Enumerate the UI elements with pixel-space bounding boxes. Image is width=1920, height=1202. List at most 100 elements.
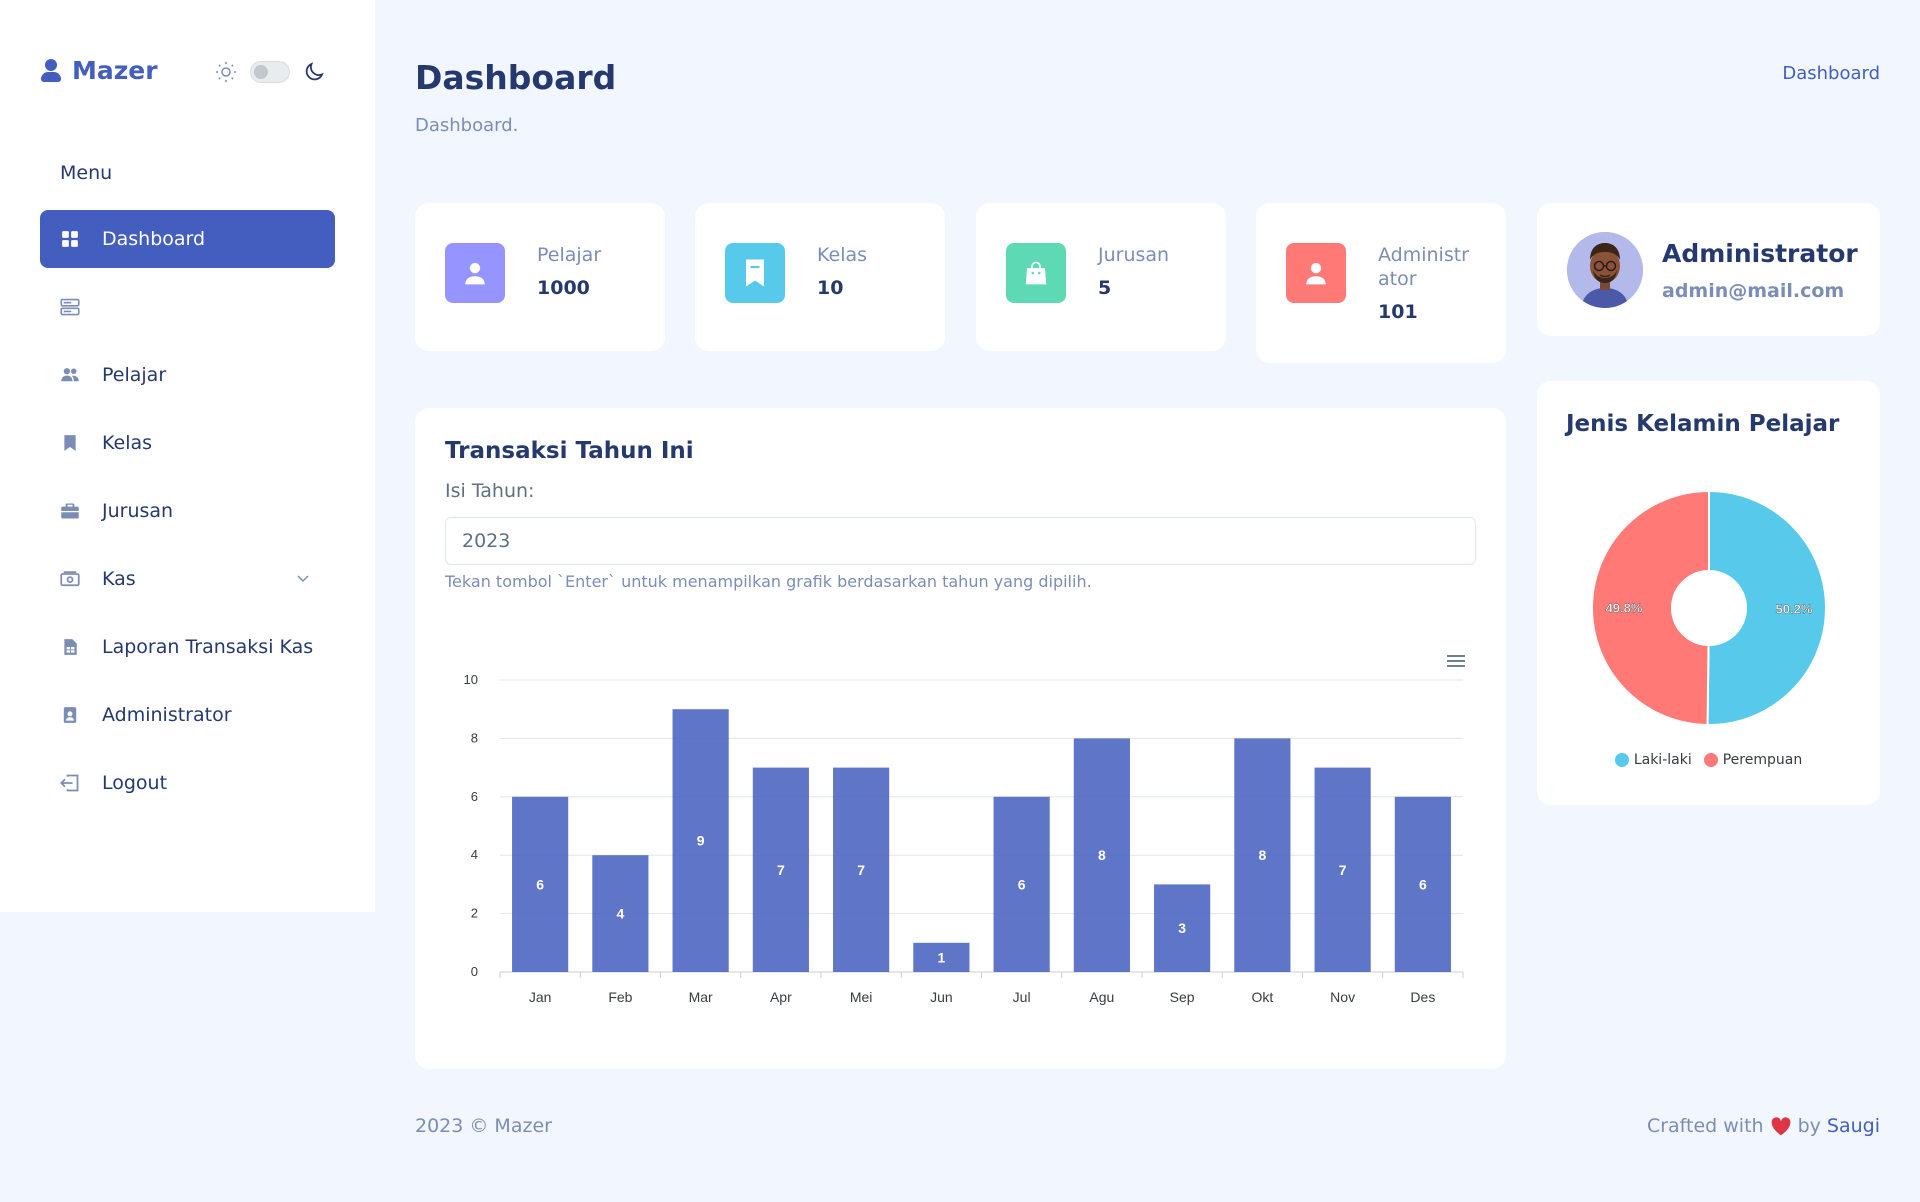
y-tick-label: 2 [471,906,478,921]
bar-data-label: 8 [1098,847,1106,863]
chart-menu-icon[interactable] [1445,652,1467,670]
bar-data-label: 1 [937,949,945,965]
moon-icon [305,62,324,81]
sidebar-item-server[interactable] [40,278,335,336]
stat-card-kelas: Kelas 10 [695,203,945,351]
bar-jan[interactable] [512,796,569,972]
x-tick-label: Mei [850,989,873,1005]
bar-feb[interactable] [592,855,649,972]
stat-value: 5 [1098,277,1112,299]
x-tick-label: Des [1410,989,1435,1005]
theme-toggle [214,60,326,84]
bar-data-label: 7 [857,862,865,878]
person-badge-icon [60,705,80,725]
year-input[interactable] [445,517,1476,565]
footer-author-link[interactable]: Saugi [1826,1115,1880,1137]
bar-agu[interactable] [1073,738,1130,972]
x-tick-label: Okt [1251,989,1273,1005]
stat-value: 1000 [537,277,590,299]
bar-mei[interactable] [833,767,890,972]
bar-apr[interactable] [752,767,809,972]
briefcase-icon [60,501,80,521]
sidebar-item-administrator[interactable]: Administrator [40,686,335,744]
bar-data-label: 4 [616,906,624,922]
stat-card-jurusan: Jurusan 5 [976,203,1226,351]
bookmark-icon [725,243,785,303]
x-tick-label: Agu [1089,989,1114,1005]
year-input-label: Isi Tahun: [445,480,535,502]
stat-value: 10 [817,277,844,299]
dark-mode-switch[interactable] [250,61,290,83]
bar-chart: 0 2 4 6 8 10 6 Jan 4 Feb 9 Mar 7 Apr 7 Mei 1 Jun 6 Jul 8 Agu 3… [464,672,1464,1005]
chevron-down-icon[interactable] [295,570,311,586]
sidebar-item-label: Laporan Transaksi Kas [102,636,314,658]
stat-value: 101 [1378,301,1418,323]
bar-sep[interactable] [1154,884,1211,972]
profile-name: Administrator [1662,239,1858,268]
sidebar-item-label: Dashboard [102,228,206,250]
bar-data-label: 9 [697,833,705,849]
x-tick-label: Apr [770,989,792,1005]
pie-slice-laki-laki[interactable] [1706,489,1827,726]
person-icon [1286,243,1346,303]
chart-legend: Laki-laki Perempuan [1537,752,1880,768]
bar-mar[interactable] [672,709,729,972]
footer-copyright: 2023 © Mazer [415,1115,552,1137]
grid-icon [60,229,80,249]
sidebar-item-pelajar[interactable]: Pelajar [40,346,335,404]
stat-label: Pelajar [537,244,602,266]
sidebar-item-label: Jurusan [102,500,174,522]
bar-jul[interactable] [993,796,1050,972]
footer-crafted-text: Crafted with [1646,1115,1764,1137]
gender-chart-title: Jenis Kelamin Pelajar [1566,411,1840,437]
sidebar-item-label: Pelajar [102,364,167,386]
bar-data-label: 6 [536,876,544,892]
legend-dot [1614,753,1629,767]
bar-okt[interactable] [1234,738,1291,972]
sidebar-item-dashboard[interactable]: Dashboard [40,210,335,268]
chart-card-title: Transaksi Tahun Ini [445,438,694,464]
sidebar-menu: Dashboard Pelajar Kelas Jurusan [40,210,335,822]
legend-item-perempuan[interactable]: Perempuan [1703,752,1803,768]
stat-label: Kelas [817,244,868,266]
x-tick-label: Feb [608,989,632,1005]
sidebar-item-logout[interactable]: Logout [40,754,335,812]
box-arrow-left-icon [60,773,80,793]
avatar[interactable] [1567,232,1643,308]
y-tick-label: 4 [471,847,478,862]
sidebar-item-jurusan[interactable]: Jurusan [40,482,335,540]
sidebar: Mazer Menu Dashboard Pela [0,0,375,912]
sidebar-item-label: Kelas [102,432,153,454]
sidebar-item-label: Kas [102,568,136,590]
bar-data-label: 6 [1419,876,1427,892]
y-tick-label: 8 [471,730,478,745]
bar-des[interactable] [1394,796,1451,972]
sidebar-item-laporan-transaksi-kas[interactable]: Laporan Transaksi Kas [40,618,335,676]
bar-jun[interactable] [913,942,970,972]
gender-chart-card: Jenis Kelamin Pelajar 50.2% 49.8% Laki-la… [1537,381,1880,805]
x-tick-label: Jun [930,989,953,1005]
bar-nov[interactable] [1314,767,1371,972]
heart-icon [1771,1117,1790,1136]
legend-label: Perempuan [1722,752,1803,768]
brand-logo[interactable]: Mazer [40,56,158,85]
pie-slice-perempuan[interactable] [1591,489,1710,727]
year-input-help: Tekan tombol `Enter` untuk menampilkan g… [445,572,1092,591]
menu-title: Menu [60,162,113,184]
page-subtitle: Dashboard. [415,115,519,136]
stat-label: Jurusan [1098,244,1170,266]
people-icon [60,365,80,385]
sidebar-item-kelas[interactable]: Kelas [40,414,335,472]
stat-card-administrator: Administrator 101 [1256,203,1506,363]
x-tick-label: Jul [1013,989,1031,1005]
server-icon [60,297,80,317]
bar-data-label: 7 [777,862,785,878]
footer-credit: Crafted with by Saugi [1647,1115,1880,1137]
sidebar-item-kas[interactable]: Kas [40,550,335,608]
legend-label: Laki-laki [1633,752,1692,768]
x-tick-label: Nov [1330,989,1355,1005]
legend-item-laki-laki[interactable]: Laki-laki [1614,752,1692,768]
bookmark-icon [60,433,80,453]
breadcrumb[interactable]: Dashboard [1782,63,1880,84]
sidebar-item-label: Logout [102,772,168,794]
